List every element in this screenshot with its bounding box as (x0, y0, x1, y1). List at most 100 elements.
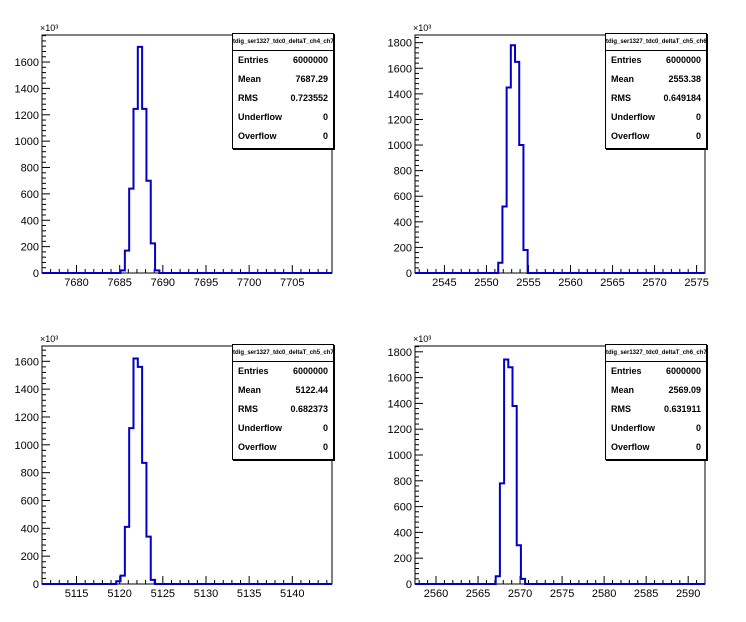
y-tick-label-4-8: 1600 (388, 373, 412, 385)
histogram-bin-4-2 (504, 360, 508, 584)
y-tick-label-2-0: 0 (406, 268, 412, 280)
y-multiplier-label-4: ×10³ (413, 334, 431, 344)
stats-key-1-2: RMS (238, 93, 258, 103)
y-tick-label-4-1: 200 (394, 553, 412, 565)
histogram-bin-1-4 (138, 47, 142, 273)
x-tick-label-4-2: 2570 (508, 588, 532, 600)
x-tick-label-3-3: 5130 (194, 588, 218, 600)
x-tick-label-3-4: 5135 (237, 588, 261, 600)
stats-row-overflow-3: Overflow 0 (233, 438, 333, 457)
histogram-bin-1-1 (125, 251, 129, 273)
y-tick-label-1-8: 1600 (15, 57, 39, 69)
x-tick-label-3-5: 5140 (280, 588, 304, 600)
y-tick-label-4-6: 1200 (388, 424, 412, 436)
histogram-bin-1-0 (121, 270, 125, 273)
histogram-line-2 (415, 44, 705, 274)
histogram-bin-1-5 (142, 109, 146, 273)
y-tick-label-3-1: 200 (21, 551, 39, 563)
stats-value-2-2: 0.649184 (663, 93, 701, 103)
histogram-bin-2-0 (498, 263, 502, 273)
y-tick-label-2-9: 1800 (388, 38, 412, 50)
y-tick-label-2-3: 600 (394, 191, 412, 203)
histogram-bin-2-6 (523, 250, 527, 273)
y-tick-label-3-2: 400 (21, 523, 39, 535)
stats-row-rms-4: RMS 0.631911 (606, 400, 706, 419)
stats-value-2-1: 2553.38 (668, 74, 701, 84)
stats-key-4-1: Mean (611, 385, 635, 395)
histogram-bin-1-2 (129, 189, 133, 273)
stats-value-4-4: 0 (695, 442, 701, 452)
stats-value-4-2: 0.631911 (663, 404, 701, 414)
stats-key-1-3: Underflow (238, 112, 282, 122)
histogram-pad-4: 0 200 400 600 800 1000 1200 1400 1600 1800 ×10³ 256… (373, 311, 746, 622)
x-tick-label-2-6: 2575 (684, 277, 708, 289)
stats-box-4: tdig_ser1327_tdc0_deltaT_ch6_ch7 Entries 6… (605, 344, 707, 460)
stats-row-underflow-3: Underflow 0 (233, 419, 333, 438)
histogram-bin-4-0 (496, 576, 500, 584)
y-tick-label-1-3: 600 (21, 189, 39, 201)
histogram-bin-1-7 (151, 243, 155, 273)
y-tick-label-4-4: 800 (394, 476, 412, 488)
stats-value-1-2: 0.723552 (290, 93, 328, 103)
stats-value-1-0: 6000000 (292, 55, 328, 65)
x-tick-label-1-0: 7680 (64, 277, 88, 289)
stats-value-1-3: 0 (322, 112, 328, 122)
x-tick-label-1-1: 7685 (107, 277, 131, 289)
histogram-bin-4-4 (513, 406, 517, 584)
x-tick-label-2-4: 2565 (600, 277, 624, 289)
stats-row-rms-2: RMS 0.649184 (606, 89, 706, 108)
histogram-plot-1: 0 200 400 600 800 1000 1200 1400 1600 ×10³ 7680 768… (15, 23, 333, 289)
stats-value-3-2: 0.682373 (290, 404, 328, 414)
x-tick-label-4-0: 2560 (424, 588, 448, 600)
histogram-bin-3-1 (121, 576, 125, 584)
histogram-bin-4-5 (517, 545, 521, 584)
stats-row-entries-3: Entries 6000000 (233, 362, 333, 381)
x-tick-label-2-5: 2570 (642, 277, 666, 289)
stats-key-4-3: Underflow (611, 423, 655, 433)
stats-key-3-2: RMS (238, 404, 258, 414)
y-tick-label-2-4: 800 (394, 166, 412, 178)
histogram-bin-4-6 (521, 579, 525, 584)
y-tick-label-2-2: 400 (394, 217, 412, 229)
y-tick-label-3-3: 600 (21, 495, 39, 507)
stats-value-1-1: 7687.29 (295, 74, 328, 84)
y-tick-label-1-4: 800 (21, 163, 39, 175)
y-multiplier-label-2: ×10³ (413, 23, 431, 33)
y-tick-label-2-7: 1400 (388, 89, 412, 101)
x-tick-label-3-0: 5115 (65, 588, 89, 600)
histogram-bin-3-8 (151, 580, 155, 584)
stats-row-overflow-4: Overflow 0 (606, 438, 706, 457)
stats-row-entries-1: Entries 6000000 (233, 51, 333, 70)
stats-title-3: tdig_ser1327_tdc0_deltaT_ch5_ch7 (233, 345, 333, 362)
stats-key-2-0: Entries (611, 55, 642, 65)
stats-value-2-3: 0 (695, 112, 701, 122)
stats-key-4-2: RMS (611, 404, 631, 414)
y-tick-label-4-5: 1000 (388, 450, 412, 462)
y-tick-label-1-6: 1200 (15, 110, 39, 122)
x-tick-label-3-1: 5120 (107, 588, 131, 600)
stats-value-4-1: 2569.09 (668, 385, 701, 395)
stats-value-4-0: 6000000 (665, 366, 701, 376)
histogram-bin-1-8 (155, 270, 159, 273)
y-tick-label-3-8: 1600 (15, 356, 39, 368)
stats-row-rms-1: RMS 0.723552 (233, 89, 333, 108)
x-tick-label-4-1: 2565 (466, 588, 490, 600)
stats-row-underflow-4: Underflow 0 (606, 419, 706, 438)
histogram-bin-4-1 (500, 483, 504, 584)
x-tick-label-4-5: 2585 (634, 588, 658, 600)
histogram-bin-3-7 (146, 537, 150, 584)
histogram-pad-1: 0 200 400 600 800 1000 1200 1400 1600 ×10³ 7680 768… (0, 0, 373, 311)
x-tick-label-2-3: 2560 (558, 277, 582, 289)
stats-key-2-1: Mean (611, 74, 635, 84)
y-tick-label-1-7: 1400 (15, 83, 39, 95)
x-tick-label-2-0: 2545 (432, 277, 456, 289)
y-tick-label-1-1: 200 (21, 242, 39, 254)
x-tick-label-1-4: 7700 (237, 277, 261, 289)
stats-row-rms-3: RMS 0.682373 (233, 400, 333, 419)
x-tick-label-1-3: 7695 (194, 277, 218, 289)
stats-row-mean-4: Mean 2569.09 (606, 381, 706, 400)
y-tick-label-1-0: 0 (33, 268, 39, 280)
histogram-bin-2-2 (507, 87, 511, 273)
y-tick-label-2-8: 1600 (388, 63, 412, 75)
